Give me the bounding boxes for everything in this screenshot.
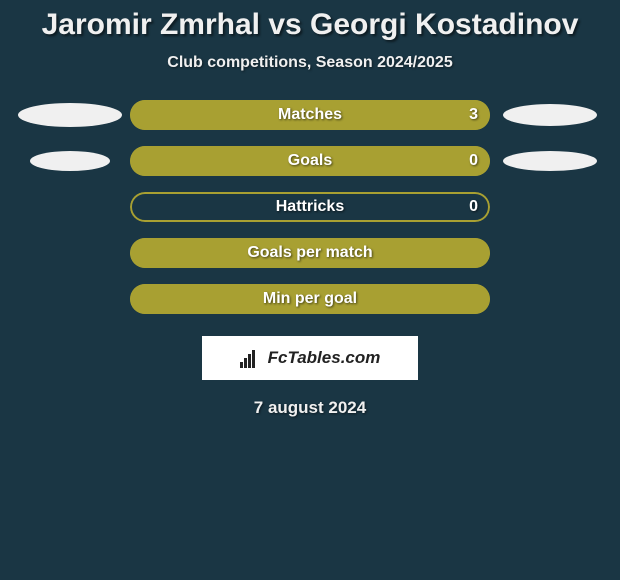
date-text: 7 august 2024 <box>0 398 620 418</box>
logo-box: FcTables.com <box>202 336 418 380</box>
stat-rows: Matches3Goals0Hattricks0Goals per matchM… <box>0 100 620 314</box>
stat-row: Goals per match <box>10 238 610 268</box>
right-side <box>490 104 610 126</box>
bar-label: Min per goal <box>130 284 490 314</box>
bar-label: Hattricks <box>130 192 490 222</box>
stat-row: Matches3 <box>10 100 610 130</box>
bar-label: Goals <box>130 146 490 176</box>
right-ellipse-icon <box>503 151 597 171</box>
left-side <box>10 151 130 171</box>
bar-value-right: 3 <box>469 100 478 130</box>
stat-bar: Min per goal <box>130 284 490 314</box>
stat-bar: Matches3 <box>130 100 490 130</box>
page-title: Jaromir Zmrhal vs Georgi Kostadinov <box>0 0 620 42</box>
bar-label: Goals per match <box>130 238 490 268</box>
bar-value-right: 0 <box>469 146 478 176</box>
stat-bar: Goals per match <box>130 238 490 268</box>
stat-bar: Hattricks0 <box>130 192 490 222</box>
right-ellipse-icon <box>503 104 597 126</box>
right-side <box>490 151 610 171</box>
stat-row: Hattricks0 <box>10 192 610 222</box>
stat-row: Min per goal <box>10 284 610 314</box>
stat-bar: Goals0 <box>130 146 490 176</box>
bar-label: Matches <box>130 100 490 130</box>
logo-text: FcTables.com <box>268 348 381 368</box>
stat-row: Goals0 <box>10 146 610 176</box>
left-side <box>10 103 130 127</box>
left-ellipse-icon <box>30 151 110 171</box>
left-ellipse-icon <box>18 103 122 127</box>
subtitle: Club competitions, Season 2024/2025 <box>0 54 620 72</box>
bar-value-right: 0 <box>469 192 478 222</box>
bar-chart-icon <box>240 348 264 368</box>
